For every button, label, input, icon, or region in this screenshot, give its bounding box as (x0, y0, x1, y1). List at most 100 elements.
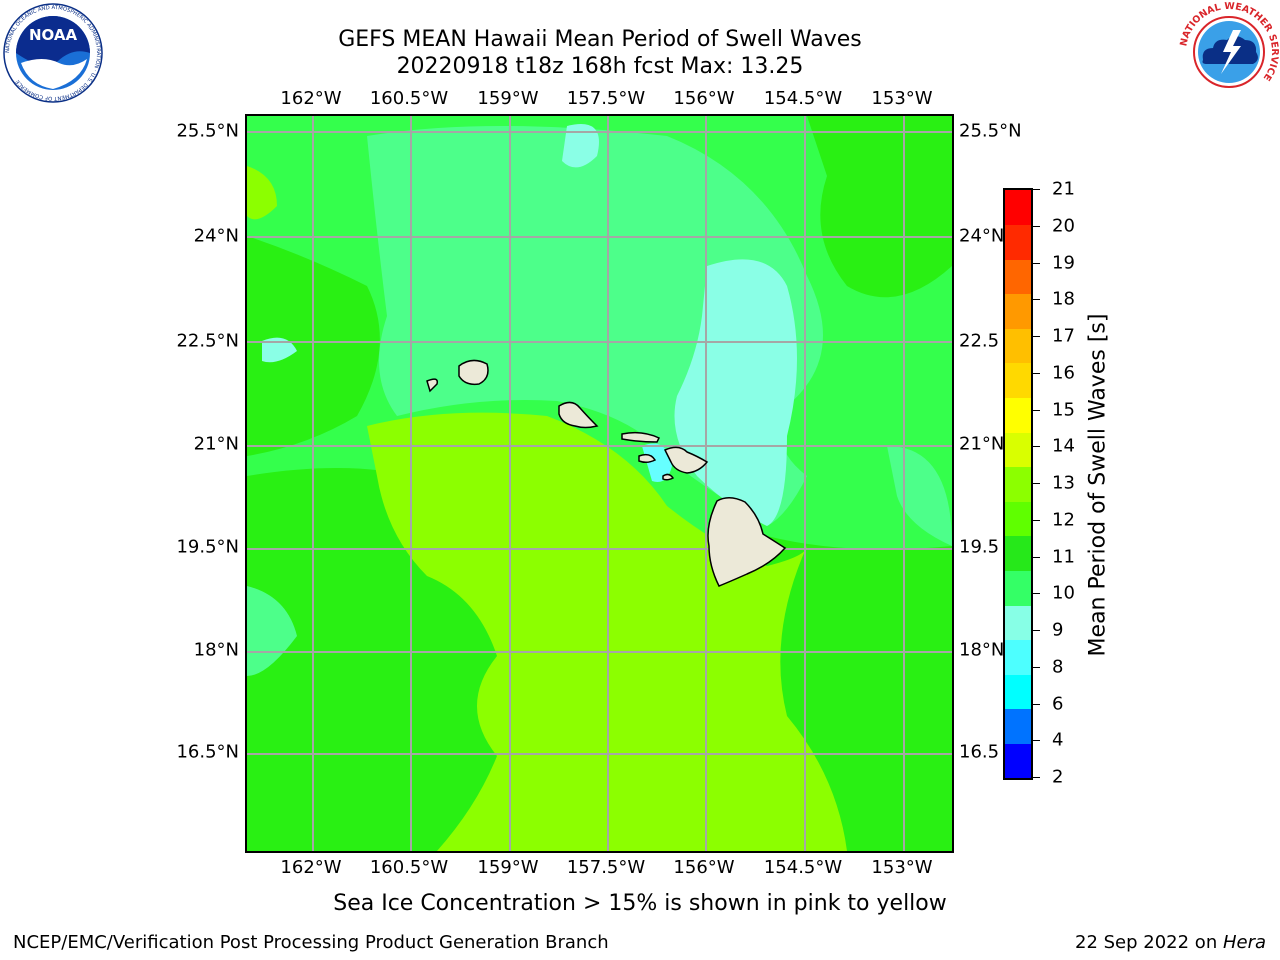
tick-top-label: 160.5°W (369, 88, 449, 109)
footer-machine: Hera (1222, 932, 1266, 953)
contour-13-14-nw (247, 166, 277, 220)
colorbar-level-label: 16 (1052, 362, 1075, 384)
colorbar-level-label: 15 (1052, 399, 1075, 420)
tick-bottom-label: 156°W (673, 857, 735, 878)
colorbar-segment (1005, 570, 1031, 606)
colorbar-level-label: 10 (1052, 582, 1075, 604)
colorbar-tick (1033, 740, 1040, 742)
island-maui (663, 446, 709, 474)
colorbar-level-label: 2 (1052, 766, 1064, 788)
sea-ice-note: Sea Ice Concentration > 15% is shown in … (333, 891, 947, 916)
tick-left-label: 25.5°N (176, 120, 239, 142)
contour-9-10-west (262, 337, 297, 363)
colorbar-tick (1033, 593, 1040, 595)
tick-right-label: 18°N (959, 639, 1005, 661)
tick-right-label: 24°N (959, 225, 1005, 247)
colorbar-level-label: 18 (1052, 288, 1075, 310)
tick-left-label: 22.5°N (176, 330, 239, 352)
colorbar-tick (1033, 262, 1040, 264)
colorbar-tick (1033, 189, 1040, 190)
tick-bottom-label: 160.5°W (369, 857, 449, 878)
colorbar-level-label: 19 (1052, 252, 1075, 273)
chart-title: GEFS MEAN Hawaii Mean Period of Swell Wa… (338, 27, 862, 52)
colorbar-segment (1005, 259, 1031, 295)
tick-left-label: 18°N (193, 639, 239, 661)
nws-logo: NATIONAL WEATHER SERVICE (1178, 1, 1280, 102)
footer-date-text: 22 Sep 2022 on (1075, 932, 1223, 953)
colorbar-title: Mean Period of Swell Waves [s] (1085, 313, 1111, 657)
tick-right-label: 19.5 (959, 536, 1000, 558)
tick-left-label: 16.5°N (176, 741, 239, 763)
tick-right-label: 22.5 (959, 330, 1000, 352)
footer-branch: NCEP/EMC/Verification Post Processing Pr… (13, 932, 609, 953)
island-oahu (558, 401, 599, 429)
footer-date: 22 Sep 2022 on Hera (1075, 932, 1266, 953)
tick-bottom-label: 162°W (280, 857, 342, 878)
tick-top-label: 159°W (477, 88, 539, 109)
colorbar-segment (1005, 605, 1031, 641)
tick-top-label: 162°W (280, 88, 342, 109)
tick-left-label: 24°N (193, 225, 239, 247)
colorbar-level-label: 4 (1052, 729, 1064, 751)
colorbar-segment (1005, 224, 1031, 260)
colorbar-segment (1005, 535, 1031, 571)
colorbar-tick (1033, 666, 1040, 668)
tick-bottom-label: 157.5°W (566, 857, 646, 878)
colorbar-level-label: 8 (1052, 656, 1064, 678)
chart-subtitle: 20220918 t18z 168h fcst Max: 13.25 (396, 54, 804, 79)
colorbar-tick (1033, 703, 1040, 705)
colorbar-tick (1033, 777, 1040, 778)
colorbar-tick (1033, 225, 1040, 227)
contour-10-11-east (887, 446, 952, 546)
colorbar (1003, 188, 1033, 780)
tick-right-label: 25.5°N (959, 120, 1022, 142)
colorbar-segment (1005, 362, 1031, 399)
colorbar-segment (1005, 708, 1031, 744)
contour-8-9-lee (642, 443, 672, 482)
colorbar-level-label: 20 (1052, 215, 1075, 237)
island-kauai (458, 359, 489, 386)
tick-top-label: 157.5°W (566, 88, 646, 109)
tick-right-label: 16.5 (959, 741, 1000, 763)
colorbar-tick (1033, 372, 1040, 374)
colorbar-level-label: 21 (1052, 178, 1075, 200)
colorbar-level-label: 9 (1052, 619, 1064, 641)
island-molokai (621, 431, 661, 443)
tick-right-label: 21°N (959, 433, 1005, 455)
island-kahoolawe (662, 473, 675, 481)
colorbar-level-label: 17 (1052, 325, 1075, 347)
tick-left-label: 21°N (193, 433, 239, 455)
map-panel (245, 114, 954, 853)
contour-12-13-ne (807, 116, 952, 298)
island-niihau (426, 378, 439, 393)
noaa-logo-text: NOAA (29, 26, 78, 44)
colorbar-level-label: 13 (1052, 472, 1075, 494)
colorbar-level-label: 12 (1052, 509, 1075, 531)
colorbar-tick (1033, 483, 1040, 484)
colorbar-segment (1005, 190, 1031, 226)
tick-bottom-label: 153°W (871, 857, 933, 878)
tick-top-label: 154.5°W (763, 88, 843, 109)
swell-period-map (247, 116, 952, 851)
contour-9-10-north (562, 124, 599, 168)
colorbar-tick (1033, 630, 1040, 631)
colorbar-tick (1033, 556, 1040, 558)
colorbar-tick (1033, 336, 1040, 337)
tick-bottom-label: 159°W (477, 857, 539, 878)
tick-top-label: 156°W (673, 88, 735, 109)
island-lanai (638, 453, 657, 464)
island-hawaii (707, 497, 787, 587)
noaa-logo: NOAA NATIONAL OCEANIC AND ATMOSPHERIC AD… (3, 3, 103, 103)
colorbar-tick (1033, 409, 1040, 411)
colorbar-level-label: 14 (1052, 435, 1075, 457)
colorbar-tick (1033, 446, 1040, 448)
colorbar-segment (1005, 639, 1031, 675)
colorbar-segment (1005, 743, 1031, 778)
colorbar-segment (1005, 293, 1031, 329)
colorbar-tick (1033, 519, 1040, 521)
colorbar-level-label: 11 (1052, 546, 1075, 567)
colorbar-level-label: 6 (1052, 693, 1064, 714)
colorbar-segment (1005, 328, 1031, 364)
colorbar-segment (1005, 432, 1031, 468)
colorbar-segment (1005, 466, 1031, 502)
